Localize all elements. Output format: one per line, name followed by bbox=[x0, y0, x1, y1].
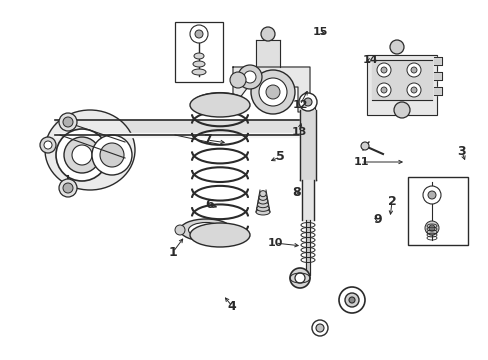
Circle shape bbox=[175, 225, 184, 235]
Polygon shape bbox=[302, 180, 313, 220]
Text: 12: 12 bbox=[292, 100, 307, 110]
Circle shape bbox=[100, 143, 124, 167]
Circle shape bbox=[406, 63, 420, 77]
Circle shape bbox=[345, 293, 358, 307]
Circle shape bbox=[229, 72, 245, 88]
Polygon shape bbox=[55, 133, 309, 137]
Circle shape bbox=[427, 191, 435, 199]
Polygon shape bbox=[55, 120, 309, 135]
Circle shape bbox=[428, 225, 434, 231]
Text: 2: 2 bbox=[387, 195, 396, 208]
Text: 15: 15 bbox=[312, 27, 327, 37]
Circle shape bbox=[59, 179, 77, 197]
Text: 11: 11 bbox=[352, 157, 368, 167]
Circle shape bbox=[380, 87, 386, 93]
Circle shape bbox=[64, 137, 100, 173]
Ellipse shape bbox=[193, 61, 204, 67]
Bar bbox=[305, 98, 314, 118]
Polygon shape bbox=[305, 220, 309, 275]
Circle shape bbox=[376, 63, 390, 77]
Polygon shape bbox=[371, 60, 431, 100]
Ellipse shape bbox=[180, 219, 231, 241]
Circle shape bbox=[244, 71, 256, 83]
Bar bbox=[175, 22, 223, 82]
Circle shape bbox=[304, 98, 311, 106]
Circle shape bbox=[360, 142, 368, 150]
Text: 4: 4 bbox=[227, 300, 236, 312]
Circle shape bbox=[265, 85, 280, 99]
Circle shape bbox=[393, 102, 409, 118]
Circle shape bbox=[389, 40, 403, 54]
Ellipse shape bbox=[259, 194, 266, 200]
Text: 9: 9 bbox=[373, 213, 382, 226]
Polygon shape bbox=[60, 120, 125, 158]
Circle shape bbox=[92, 135, 132, 175]
Polygon shape bbox=[299, 110, 315, 180]
Ellipse shape bbox=[259, 191, 265, 197]
Circle shape bbox=[311, 320, 327, 336]
Text: 1: 1 bbox=[168, 246, 177, 258]
Ellipse shape bbox=[258, 198, 267, 204]
Circle shape bbox=[250, 70, 294, 114]
Text: 5: 5 bbox=[275, 150, 284, 163]
Polygon shape bbox=[256, 40, 280, 67]
Circle shape bbox=[422, 186, 440, 204]
Circle shape bbox=[424, 221, 438, 235]
Ellipse shape bbox=[188, 222, 223, 238]
Polygon shape bbox=[433, 87, 441, 95]
Bar bbox=[366, 55, 436, 115]
Circle shape bbox=[406, 83, 420, 97]
Circle shape bbox=[261, 27, 274, 41]
Circle shape bbox=[376, 83, 390, 97]
Circle shape bbox=[226, 225, 237, 235]
Text: 10: 10 bbox=[267, 238, 282, 248]
Circle shape bbox=[380, 67, 386, 73]
Circle shape bbox=[238, 65, 262, 89]
Circle shape bbox=[305, 109, 313, 117]
Text: 14: 14 bbox=[363, 55, 378, 65]
Bar bbox=[407, 177, 467, 245]
Circle shape bbox=[315, 324, 324, 332]
Polygon shape bbox=[366, 55, 436, 115]
Ellipse shape bbox=[45, 110, 135, 190]
Ellipse shape bbox=[197, 226, 215, 234]
Ellipse shape bbox=[190, 93, 249, 117]
Circle shape bbox=[410, 67, 416, 73]
Circle shape bbox=[298, 93, 316, 111]
Circle shape bbox=[338, 287, 364, 313]
Circle shape bbox=[195, 30, 203, 38]
Circle shape bbox=[59, 113, 77, 131]
Circle shape bbox=[40, 137, 56, 153]
Circle shape bbox=[259, 78, 286, 106]
Ellipse shape bbox=[256, 209, 269, 215]
Circle shape bbox=[56, 129, 108, 181]
Circle shape bbox=[72, 145, 92, 165]
Circle shape bbox=[44, 141, 52, 149]
Ellipse shape bbox=[192, 69, 205, 75]
Circle shape bbox=[63, 117, 73, 127]
Text: 13: 13 bbox=[291, 127, 306, 137]
Ellipse shape bbox=[256, 205, 269, 211]
Text: 3: 3 bbox=[457, 145, 466, 158]
Polygon shape bbox=[433, 72, 441, 80]
Ellipse shape bbox=[190, 223, 249, 247]
Circle shape bbox=[305, 99, 313, 107]
Circle shape bbox=[190, 25, 207, 43]
Circle shape bbox=[348, 297, 354, 303]
Circle shape bbox=[410, 87, 416, 93]
Ellipse shape bbox=[194, 53, 203, 59]
Circle shape bbox=[63, 183, 73, 193]
Text: 7: 7 bbox=[202, 134, 211, 147]
Circle shape bbox=[289, 268, 309, 288]
Polygon shape bbox=[433, 57, 441, 65]
Ellipse shape bbox=[257, 202, 268, 208]
Text: 8: 8 bbox=[292, 186, 301, 199]
Text: 6: 6 bbox=[205, 198, 214, 211]
Circle shape bbox=[294, 273, 305, 283]
Polygon shape bbox=[232, 67, 309, 112]
